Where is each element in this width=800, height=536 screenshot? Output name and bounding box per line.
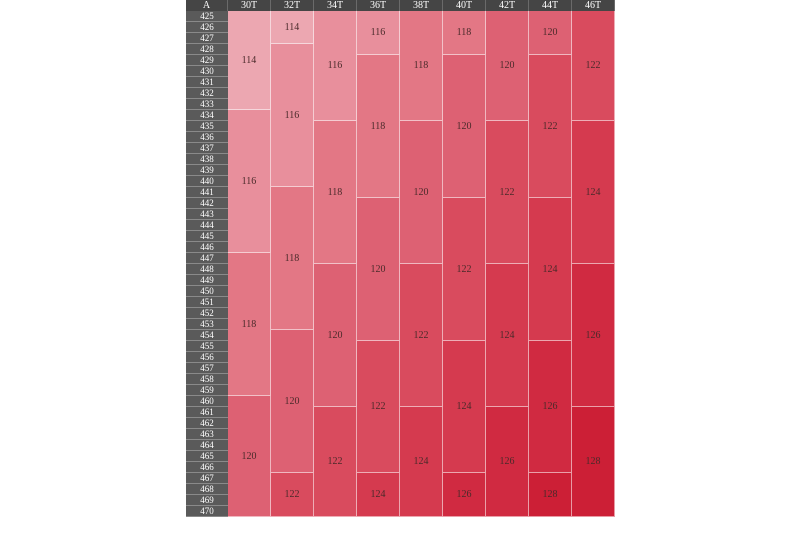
value-cell: 120 <box>529 11 572 55</box>
value-cell: 120 <box>357 198 400 341</box>
value-cell: 118 <box>314 121 357 264</box>
value-cell: 118 <box>443 11 486 55</box>
row-label: 439 <box>186 165 228 176</box>
row-label: 469 <box>186 495 228 506</box>
row-label: 428 <box>186 44 228 55</box>
row-label: 440 <box>186 176 228 187</box>
row-label: 437 <box>186 143 228 154</box>
row-label: 431 <box>186 77 228 88</box>
row-label: 456 <box>186 352 228 363</box>
row-label: 426 <box>186 22 228 33</box>
row-label: 441 <box>186 187 228 198</box>
row-label: 461 <box>186 407 228 418</box>
row-label: 467 <box>186 473 228 484</box>
value-cell: 124 <box>443 341 486 473</box>
value-cell: 124 <box>529 198 572 341</box>
value-cell: 128 <box>572 407 615 517</box>
value-cell: 114 <box>271 11 314 44</box>
header-col-1: 32T <box>271 0 314 11</box>
row-label: 436 <box>186 132 228 143</box>
row-label: 454 <box>186 330 228 341</box>
row-label: 446 <box>186 242 228 253</box>
header-col-2: 34T <box>314 0 357 11</box>
value-cell: 122 <box>400 264 443 407</box>
value-cell: 120 <box>314 264 357 407</box>
value-cell: 118 <box>228 253 271 396</box>
row-label: 466 <box>186 462 228 473</box>
row-label: 444 <box>186 220 228 231</box>
row-label: 468 <box>186 484 228 495</box>
row-label: 459 <box>186 385 228 396</box>
row-label: 443 <box>186 209 228 220</box>
row-label: 470 <box>186 506 228 517</box>
header-col-3: 36T <box>357 0 400 11</box>
value-cell: 122 <box>486 121 529 264</box>
row-label: 430 <box>186 66 228 77</box>
row-label: 442 <box>186 198 228 209</box>
value-cell: 118 <box>400 11 443 121</box>
value-cell: 116 <box>271 44 314 187</box>
row-label: 451 <box>186 297 228 308</box>
row-label: 457 <box>186 363 228 374</box>
value-cell: 128 <box>529 473 572 517</box>
value-cell: 122 <box>529 55 572 198</box>
value-cell: 118 <box>271 187 314 330</box>
value-cell: 120 <box>486 11 529 121</box>
row-label: 445 <box>186 231 228 242</box>
header-first: A <box>186 0 228 11</box>
size-table: A 30T 32T 34T 36T 38T 40T 42T 44T 46T 425 426 427 42… <box>186 0 615 536</box>
value-cell: 120 <box>400 121 443 264</box>
row-label: 432 <box>186 88 228 99</box>
value-cell: 120 <box>443 55 486 198</box>
row-label: 427 <box>186 33 228 44</box>
value-cell: 118 <box>357 55 400 198</box>
row-label: 433 <box>186 99 228 110</box>
row-label: 425 <box>186 11 228 22</box>
row-label: 435 <box>186 121 228 132</box>
row-label: 448 <box>186 264 228 275</box>
value-cell: 116 <box>228 110 271 253</box>
row-label: 458 <box>186 374 228 385</box>
row-label: 449 <box>186 275 228 286</box>
row-label: 453 <box>186 319 228 330</box>
row-label: 438 <box>186 154 228 165</box>
row-label: 464 <box>186 440 228 451</box>
row-label: 455 <box>186 341 228 352</box>
value-cell: 126 <box>486 407 529 517</box>
value-cell: 120 <box>271 330 314 473</box>
header-col-6: 42T <box>486 0 529 11</box>
value-cell: 122 <box>357 341 400 473</box>
row-label: 463 <box>186 429 228 440</box>
row-label: 460 <box>186 396 228 407</box>
value-cell: 114 <box>228 11 271 110</box>
header-col-0: 30T <box>228 0 271 11</box>
value-cell: 122 <box>443 198 486 341</box>
value-cell: 122 <box>572 11 615 121</box>
row-label: 465 <box>186 451 228 462</box>
header-col-7: 44T <box>529 0 572 11</box>
value-cell: 122 <box>314 407 357 517</box>
value-cell: 116 <box>314 11 357 121</box>
row-label: 452 <box>186 308 228 319</box>
value-cell: 124 <box>572 121 615 264</box>
header-col-5: 40T <box>443 0 486 11</box>
row-label: 429 <box>186 55 228 66</box>
value-cell: 116 <box>357 11 400 55</box>
row-label: 434 <box>186 110 228 121</box>
value-cell: 126 <box>443 473 486 517</box>
header-col-4: 38T <box>400 0 443 11</box>
header-col-8: 46T <box>572 0 615 11</box>
value-cell: 122 <box>271 473 314 517</box>
row-label: 450 <box>186 286 228 297</box>
value-cell: 120 <box>228 396 271 517</box>
value-cell: 124 <box>486 264 529 407</box>
row-label: 447 <box>186 253 228 264</box>
value-cell: 126 <box>529 341 572 473</box>
value-cell: 124 <box>400 407 443 517</box>
row-label: 462 <box>186 418 228 429</box>
value-cell: 126 <box>572 264 615 407</box>
value-cell: 124 <box>357 473 400 517</box>
